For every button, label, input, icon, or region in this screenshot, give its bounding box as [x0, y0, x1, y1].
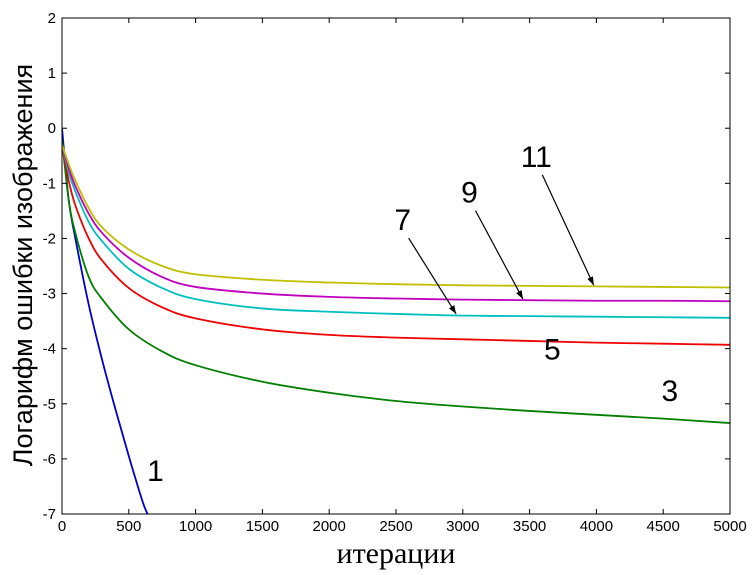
x-tick-label: 1000: [179, 518, 212, 535]
y-tick-label: -2: [43, 230, 56, 247]
series-line-3: [62, 139, 730, 424]
annotation-arrowhead-9: [516, 290, 523, 300]
x-tick-label: 2000: [313, 518, 346, 535]
annotation-arrow-11: [541, 174, 595, 286]
x-tick-label: 3500: [513, 518, 546, 535]
x-tick-label: 1500: [246, 518, 279, 535]
y-tick-label: -6: [43, 451, 56, 468]
x-tick-label: 3000: [446, 518, 479, 535]
y-tick-label: 1: [48, 65, 56, 82]
annotation-label-3: 3: [662, 375, 679, 408]
y-tick-label: -1: [43, 175, 56, 192]
annotations-layer: 1 3 5 7 9 11: [147, 141, 678, 488]
x-tick-label: 0: [58, 518, 66, 535]
annotation-label-9: 9: [461, 177, 478, 210]
series-line-5: [62, 144, 730, 346]
x-tick-label: 2500: [379, 518, 412, 535]
series-layer: [62, 128, 730, 514]
x-axis-label: итерации: [337, 537, 456, 570]
x-tick-label: 5000: [713, 518, 746, 535]
y-tick-label: -7: [43, 506, 56, 523]
annotation-arrow-7: [408, 237, 457, 315]
annotation-arrowhead-7: [449, 305, 457, 314]
annotation-label-11: 11: [521, 141, 552, 174]
y-axis-label: Логарифм ошибки изображения: [8, 64, 38, 466]
x-tick-label: 500: [116, 518, 141, 535]
x-tick-label: 4500: [647, 518, 680, 535]
y-tick-label: -4: [43, 341, 56, 358]
annotation-label-7: 7: [394, 204, 411, 237]
ticks-layer: 0 500 1000 1500 2000 2500 3000 3500 4000 4500 5000…: [43, 10, 747, 535]
series-line-7: [62, 144, 730, 319]
y-tick-label: 0: [48, 120, 56, 137]
series-line-9: [62, 144, 730, 303]
y-tick-label: -3: [43, 286, 56, 303]
annotation-label-5: 5: [544, 334, 561, 367]
y-tick-label: -5: [43, 396, 56, 413]
series-line-11: [62, 144, 730, 289]
x-tick-label: 4000: [580, 518, 613, 535]
annotation-arrow-9: [474, 210, 524, 300]
y-tick-label: 2: [48, 10, 56, 27]
annotation-label-1: 1: [147, 455, 164, 488]
annotation-arrowhead-11: [587, 276, 594, 286]
